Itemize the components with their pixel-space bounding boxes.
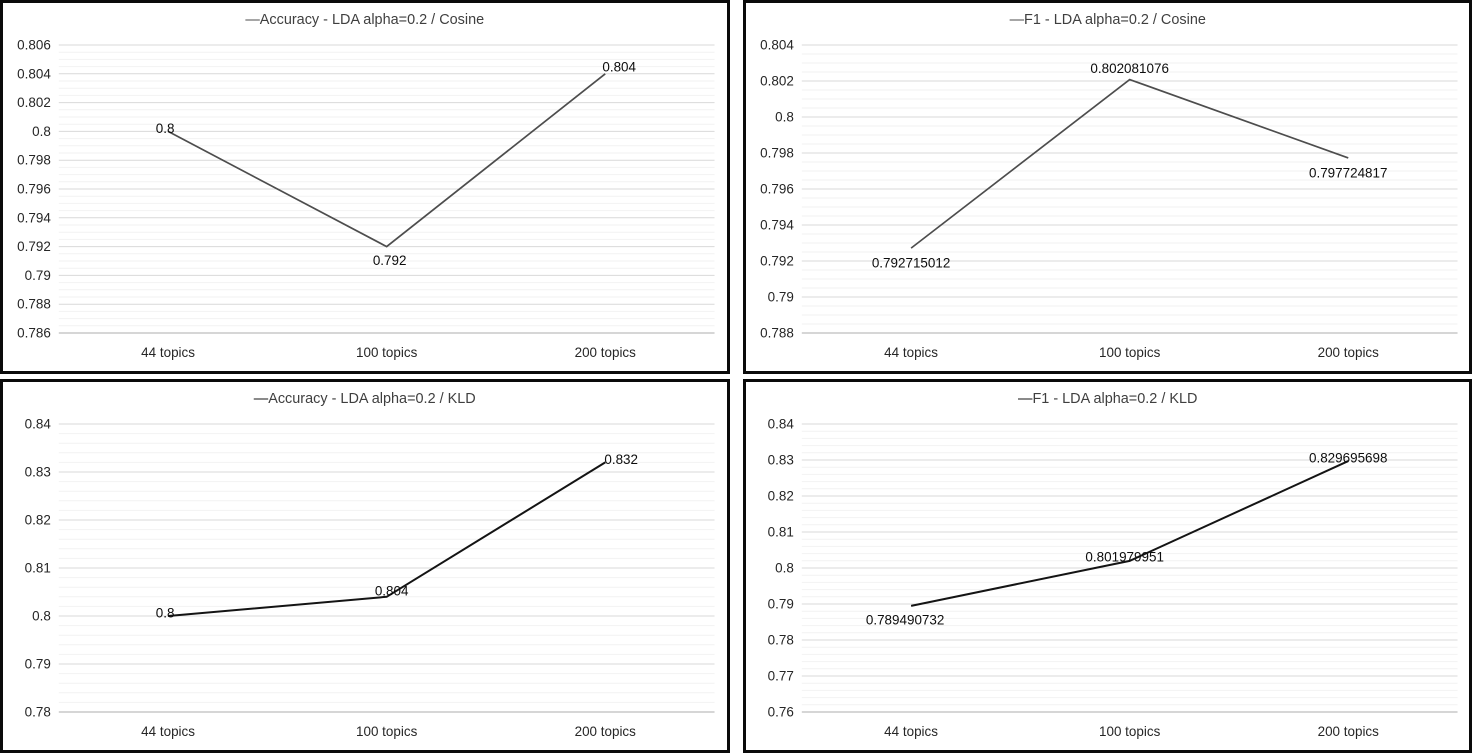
y-tick-label: 0.8 [32,124,51,139]
legend-line-sample: — [1009,12,1024,28]
x-category-label: 200 topics [575,724,637,739]
series-line [910,460,1349,607]
y-tick-label: 0.8 [775,560,794,575]
y-tick-label: 0.802 [760,73,794,88]
y-tick-label: 0.8 [32,608,51,623]
y-tick-label: 0.84 [767,416,794,431]
y-tick-label: 0.806 [17,37,51,52]
x-category-label: 44 topics [141,345,195,360]
y-tick-label: 0.76 [767,704,793,719]
chart-title-legend: —F1 - LDA alpha=0.2 / Cosine [1009,12,1205,28]
y-tick-label: 0.792 [17,239,51,254]
y-tick-label: 0.77 [767,668,793,683]
x-category-label: 100 topics [1099,724,1161,739]
y-tick-label: 0.804 [17,66,51,81]
x-category-label: 200 topics [1317,345,1379,360]
x-category-label: 44 topics [884,345,938,360]
y-tick-label: 0.84 [25,416,52,431]
data-label: 0.797724817 [1308,165,1387,180]
y-tick-label: 0.786 [17,325,51,340]
x-category-label: 44 topics [884,724,938,739]
series-line [167,73,606,248]
y-tick-label: 0.792 [760,253,794,268]
data-label: 0.8 [156,121,175,136]
chart-title-legend: —F1 - LDA alpha=0.2 / KLD [1018,391,1197,407]
x-category-label: 100 topics [1099,345,1161,360]
data-label: 0.804 [602,59,636,74]
y-tick-label: 0.8 [775,109,794,124]
chart-panel-f1-kld: 0.76 0.77 0.78 0.79 0.8 0.81 0.82 0.83 0.84 44 to… [742,379,1472,753]
data-label: 0.792 [373,253,407,268]
x-category-label: 100 topics [356,724,418,739]
line-chart-accuracy-kld: 0.78 0.79 0.8 0.81 0.82 0.83 0.84 44 topics 100 … [25,391,715,739]
chart-title: Accuracy - LDA alpha=0.2 / Cosine [260,12,484,28]
y-tick-label: 0.79 [25,268,51,283]
chart-panel-accuracy-kld: 0.78 0.79 0.8 0.81 0.82 0.83 0.84 44 topics 100 … [0,379,730,753]
y-tick-label: 0.788 [760,325,794,340]
legend-line-sample: — [254,391,269,407]
y-tick-label: 0.794 [760,217,794,232]
chart-title: F1 - LDA alpha=0.2 / Cosine [1024,12,1206,28]
y-tick-label: 0.802 [17,95,51,110]
y-tick-label: 0.78 [25,704,51,719]
y-tick-label: 0.788 [17,297,51,312]
y-tick-label: 0.81 [767,524,793,539]
data-label: 0.789490732 [865,612,944,627]
y-tick-label: 0.798 [17,153,51,168]
y-tick-label: 0.79 [767,596,793,611]
x-category-label: 200 topics [575,345,637,360]
y-tick-label: 0.78 [767,632,793,647]
x-category-label: 100 topics [356,345,418,360]
data-label: 0.792715012 [871,256,950,271]
chart-title: Accuracy - LDA alpha=0.2 / KLD [268,391,476,407]
x-category-label: 44 topics [141,724,195,739]
y-tick-label: 0.83 [767,452,793,467]
y-tick-label: 0.796 [760,181,794,196]
y-tick-label: 0.794 [17,210,51,225]
chart-panel-accuracy-cosine: 0.786 0.788 0.79 0.792 0.794 0.796 0.798 0.8 0.8… [0,0,730,374]
y-tick-label: 0.796 [17,181,51,196]
y-tick-label: 0.82 [767,488,793,503]
chart-panel-f1-cosine: 0.788 0.79 0.792 0.794 0.796 0.798 0.8 0.802 0.8… [742,0,1472,374]
data-label: 0.802081076 [1090,61,1169,76]
line-chart-accuracy-cosine: 0.786 0.788 0.79 0.792 0.794 0.796 0.798 0.8 0.8… [17,12,715,360]
data-label: 0.8 [156,605,175,620]
data-label: 0.801979951 [1085,549,1164,564]
data-label: 0.829695698 [1308,451,1387,466]
data-label: 0.804 [375,583,409,598]
y-tick-label: 0.804 [760,37,794,52]
data-label: 0.832 [604,452,638,467]
legend-line-sample: — [245,12,260,28]
y-tick-label: 0.83 [25,464,51,479]
series-line [168,461,606,617]
y-tick-label: 0.79 [767,289,793,304]
chart-title-legend: —Accuracy - LDA alpha=0.2 / Cosine [245,12,484,28]
y-tick-label: 0.81 [25,560,51,575]
chart-title-legend: —Accuracy - LDA alpha=0.2 / KLD [254,391,476,407]
line-chart-f1-cosine: 0.788 0.79 0.792 0.794 0.796 0.798 0.8 0.802 0.8… [760,12,1458,360]
chart-title: F1 - LDA alpha=0.2 / KLD [1032,391,1197,407]
series-line [910,78,1349,249]
legend-line-sample: — [1018,391,1033,407]
y-tick-label: 0.798 [760,145,794,160]
line-chart-f1-kld: 0.76 0.77 0.78 0.79 0.8 0.81 0.82 0.83 0.84 44 to… [767,391,1458,739]
y-tick-label: 0.79 [25,656,51,671]
x-category-label: 200 topics [1317,724,1379,739]
y-tick-label: 0.82 [25,512,51,527]
